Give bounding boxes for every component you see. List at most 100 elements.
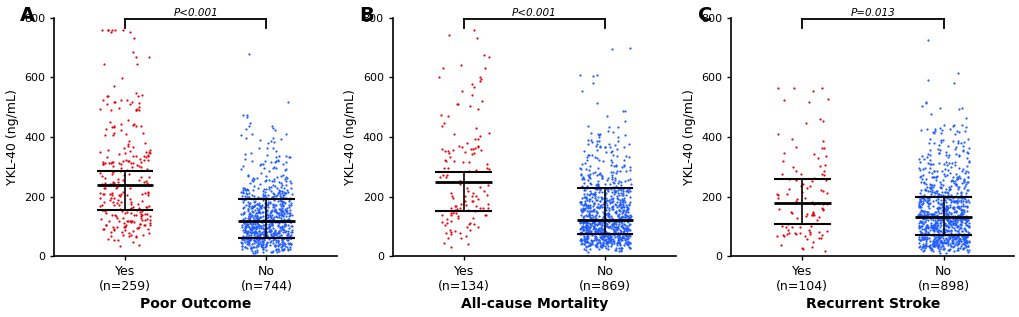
Point: [594, 241, 610, 246]
Point: [620, 228, 636, 233]
Point: [122, 29, 139, 34]
Point: [266, 218, 282, 223]
Point: [597, 220, 613, 225]
Point: [595, 243, 611, 248]
Point: [251, 202, 267, 207]
Point: [947, 237, 963, 242]
Point: [622, 214, 638, 219]
Point: [269, 157, 285, 162]
Point: [579, 235, 595, 240]
Point: [246, 203, 262, 208]
Point: [927, 206, 944, 211]
Point: [238, 194, 255, 199]
Point: [257, 244, 273, 249]
Point: [574, 88, 590, 94]
Point: [244, 205, 260, 210]
Point: [118, 131, 135, 136]
Point: [932, 208, 949, 213]
Point: [952, 217, 968, 222]
Point: [917, 242, 933, 247]
Point: [95, 97, 111, 102]
Point: [109, 216, 125, 221]
Point: [574, 176, 590, 181]
Point: [912, 204, 928, 209]
Point: [468, 193, 484, 198]
Point: [605, 221, 622, 226]
Point: [956, 234, 972, 239]
Point: [445, 158, 462, 164]
Point: [789, 197, 805, 202]
Point: [912, 247, 928, 252]
Point: [941, 186, 957, 191]
Point: [254, 242, 270, 247]
Point: [616, 237, 633, 243]
Text: P<0.001: P<0.001: [512, 8, 556, 18]
Point: [958, 215, 974, 220]
Point: [112, 193, 128, 198]
Point: [917, 182, 933, 187]
Point: [817, 178, 834, 183]
Point: [587, 216, 603, 221]
Point: [436, 157, 452, 162]
Point: [282, 179, 299, 184]
Point: [613, 225, 630, 230]
Point: [270, 229, 286, 234]
Point: [591, 145, 607, 150]
Point: [602, 170, 619, 175]
Point: [609, 135, 626, 140]
Point: [944, 225, 960, 230]
Point: [915, 236, 931, 242]
Point: [910, 200, 926, 205]
Point: [610, 204, 627, 209]
Point: [128, 235, 145, 240]
Point: [280, 234, 297, 239]
Point: [947, 209, 963, 214]
Point: [581, 192, 597, 197]
Point: [592, 227, 608, 232]
Point: [591, 222, 607, 227]
Point: [273, 182, 289, 187]
Point: [104, 159, 120, 164]
Point: [576, 234, 592, 239]
Point: [275, 236, 291, 241]
Point: [950, 240, 966, 245]
Point: [803, 212, 819, 217]
Point: [916, 226, 932, 231]
Point: [576, 206, 592, 211]
Point: [956, 129, 972, 134]
Point: [599, 233, 615, 238]
Point: [604, 196, 621, 201]
Point: [588, 222, 604, 227]
Point: [944, 221, 960, 226]
Point: [121, 139, 138, 144]
Point: [940, 237, 956, 242]
Point: [578, 191, 594, 197]
Point: [242, 201, 258, 206]
Point: [279, 248, 296, 253]
Point: [438, 172, 454, 177]
Point: [931, 228, 948, 233]
Point: [596, 228, 612, 233]
Point: [240, 211, 257, 217]
Point: [924, 222, 941, 227]
Point: [94, 182, 110, 187]
Point: [274, 188, 290, 193]
Point: [245, 230, 261, 235]
Point: [943, 230, 959, 236]
Point: [958, 215, 974, 220]
Point: [281, 208, 298, 213]
Point: [249, 202, 265, 207]
Point: [924, 226, 941, 231]
Point: [937, 210, 954, 216]
Point: [933, 234, 950, 239]
Point: [249, 217, 265, 223]
Point: [266, 232, 282, 237]
Point: [594, 218, 610, 223]
Point: [236, 225, 253, 230]
Point: [102, 230, 118, 235]
Point: [593, 196, 609, 201]
Point: [946, 218, 962, 223]
Point: [277, 214, 293, 219]
Point: [281, 197, 298, 202]
Point: [128, 106, 145, 111]
